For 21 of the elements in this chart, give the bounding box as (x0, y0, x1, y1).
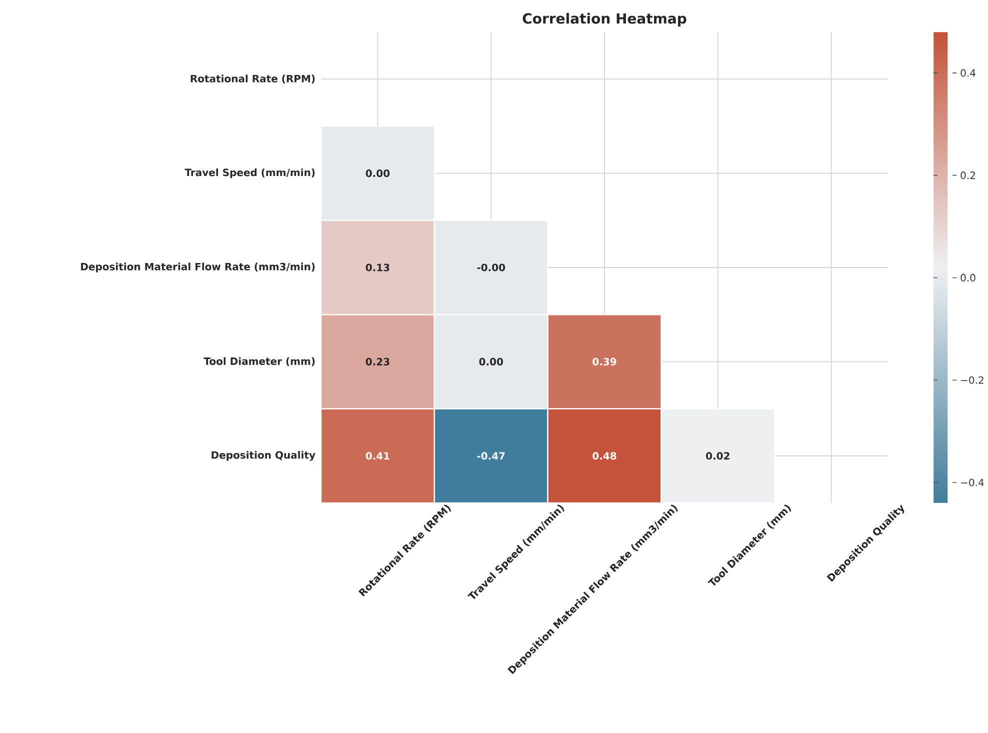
chart-title: Correlation Heatmap (522, 12, 686, 26)
data-label: 0.39 (592, 358, 616, 366)
data-label: -0.47 (477, 452, 505, 460)
y-tick-label: Rotational Rate (RPM) (190, 74, 315, 84)
data-label: 0.48 (592, 452, 616, 460)
data-label: 0.13 (366, 264, 390, 272)
data-label: 0.00 (479, 358, 503, 366)
y-tick-label: Deposition Quality (212, 451, 316, 461)
color-bar-label: −0.4 (961, 478, 984, 486)
data-label: 0.00 (366, 170, 390, 178)
data-label: 0.02 (706, 452, 730, 460)
color-bar-label: 0.0 (960, 274, 976, 282)
color-bar-label: 0.2 (960, 172, 975, 180)
data-label: 0.41 (366, 452, 390, 460)
color-bar-label: 0.4 (960, 69, 976, 77)
color-bar-label: −0.2 (961, 376, 984, 384)
data-label: -0.00 (477, 264, 506, 272)
y-tick-label: Deposition Material Flow Rate (mm3/min) (81, 262, 315, 272)
y-tick-label: Travel Speed (mm/min) (184, 168, 315, 178)
data-label: 0.23 (366, 358, 390, 366)
y-tick-label: Tool Diameter (mm) (204, 357, 315, 366)
